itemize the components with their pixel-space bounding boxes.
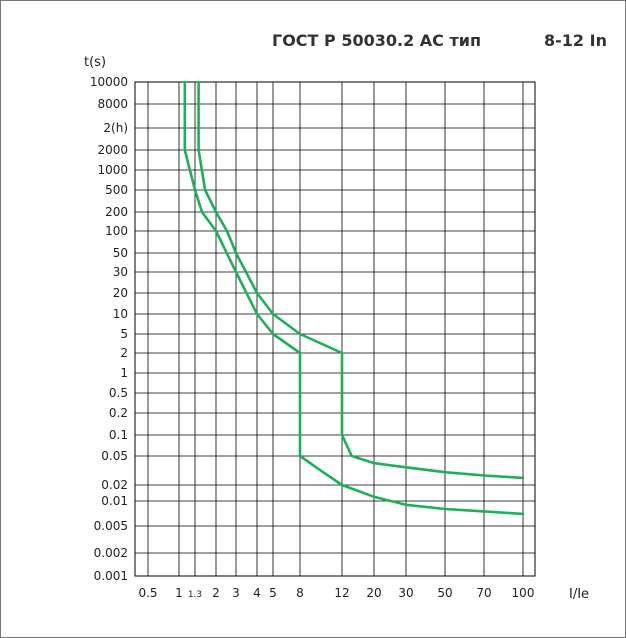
y-tick-label: 0.002 <box>94 546 128 560</box>
y-tick-label: 10 <box>113 307 128 321</box>
y-tick-label: 5 <box>120 327 128 341</box>
y-tick-label: 8000 <box>97 97 128 111</box>
y-tick-label: 0.001 <box>94 569 128 583</box>
y-tick-label: 20 <box>113 286 128 300</box>
y-tick-label: 2000 <box>97 143 128 157</box>
x-tick-label: 12 <box>334 586 349 600</box>
x-tick-label: 1.3 <box>188 590 202 600</box>
y-tick-label: 0.2 <box>109 406 128 420</box>
y-tick-label: 50 <box>113 246 128 260</box>
x-tick-label: 50 <box>437 586 452 600</box>
y-tick-labels: 10000 8000 2(h) 2000 1000 500 200 100 50 30 20 10 5 2… <box>90 75 128 583</box>
y-tick-label: 10000 <box>90 75 128 89</box>
grid-layer <box>134 81 536 577</box>
x-tick-label: 100 <box>512 586 535 600</box>
y-tick-label: 2 <box>120 346 128 360</box>
chart-title: ГОСТ Р 50030.2 АС тип <box>272 31 481 50</box>
y-tick-label: 0.01 <box>101 494 128 508</box>
y-tick-label: 0.05 <box>101 449 128 463</box>
y-tick-label: 0.1 <box>109 428 128 442</box>
x-tick-label: 5 <box>269 586 277 600</box>
y-tick-label: 1 <box>120 366 128 380</box>
x-tick-label: 20 <box>366 586 381 600</box>
y-tick-label: 100 <box>105 224 128 238</box>
trip-curve-lower <box>183 80 525 516</box>
x-tick-label: 30 <box>398 586 413 600</box>
x-tick-labels: 0.5 1 1.3 2 3 4 5 8 12 20 30 50 70 100 <box>138 586 534 600</box>
x-tick-label: 2 <box>212 586 220 600</box>
x-tick-label: 0.5 <box>138 586 157 600</box>
x-axis-label: I/Ie <box>569 587 589 602</box>
trip-curve-upper <box>197 80 525 480</box>
y-tick-label: 30 <box>113 265 128 279</box>
y-tick-label: 200 <box>105 205 128 219</box>
y-tick-label: 2(h) <box>103 121 128 135</box>
x-tick-label: 3 <box>232 586 240 600</box>
chart-title-range: 8-12 In <box>544 31 607 50</box>
x-tick-label: 70 <box>476 586 491 600</box>
y-tick-label: 0.005 <box>94 519 128 533</box>
y-tick-label: 0.02 <box>101 478 128 492</box>
series-layer <box>183 80 525 516</box>
x-tick-label: 1 <box>175 586 183 600</box>
x-tick-label: 8 <box>296 586 304 600</box>
y-tick-label: 1000 <box>97 163 128 177</box>
y-tick-label: 0.5 <box>109 386 128 400</box>
y-axis-label: t(s) <box>84 55 106 70</box>
x-tick-label: 4 <box>253 586 261 600</box>
y-tick-label: 500 <box>105 183 128 197</box>
